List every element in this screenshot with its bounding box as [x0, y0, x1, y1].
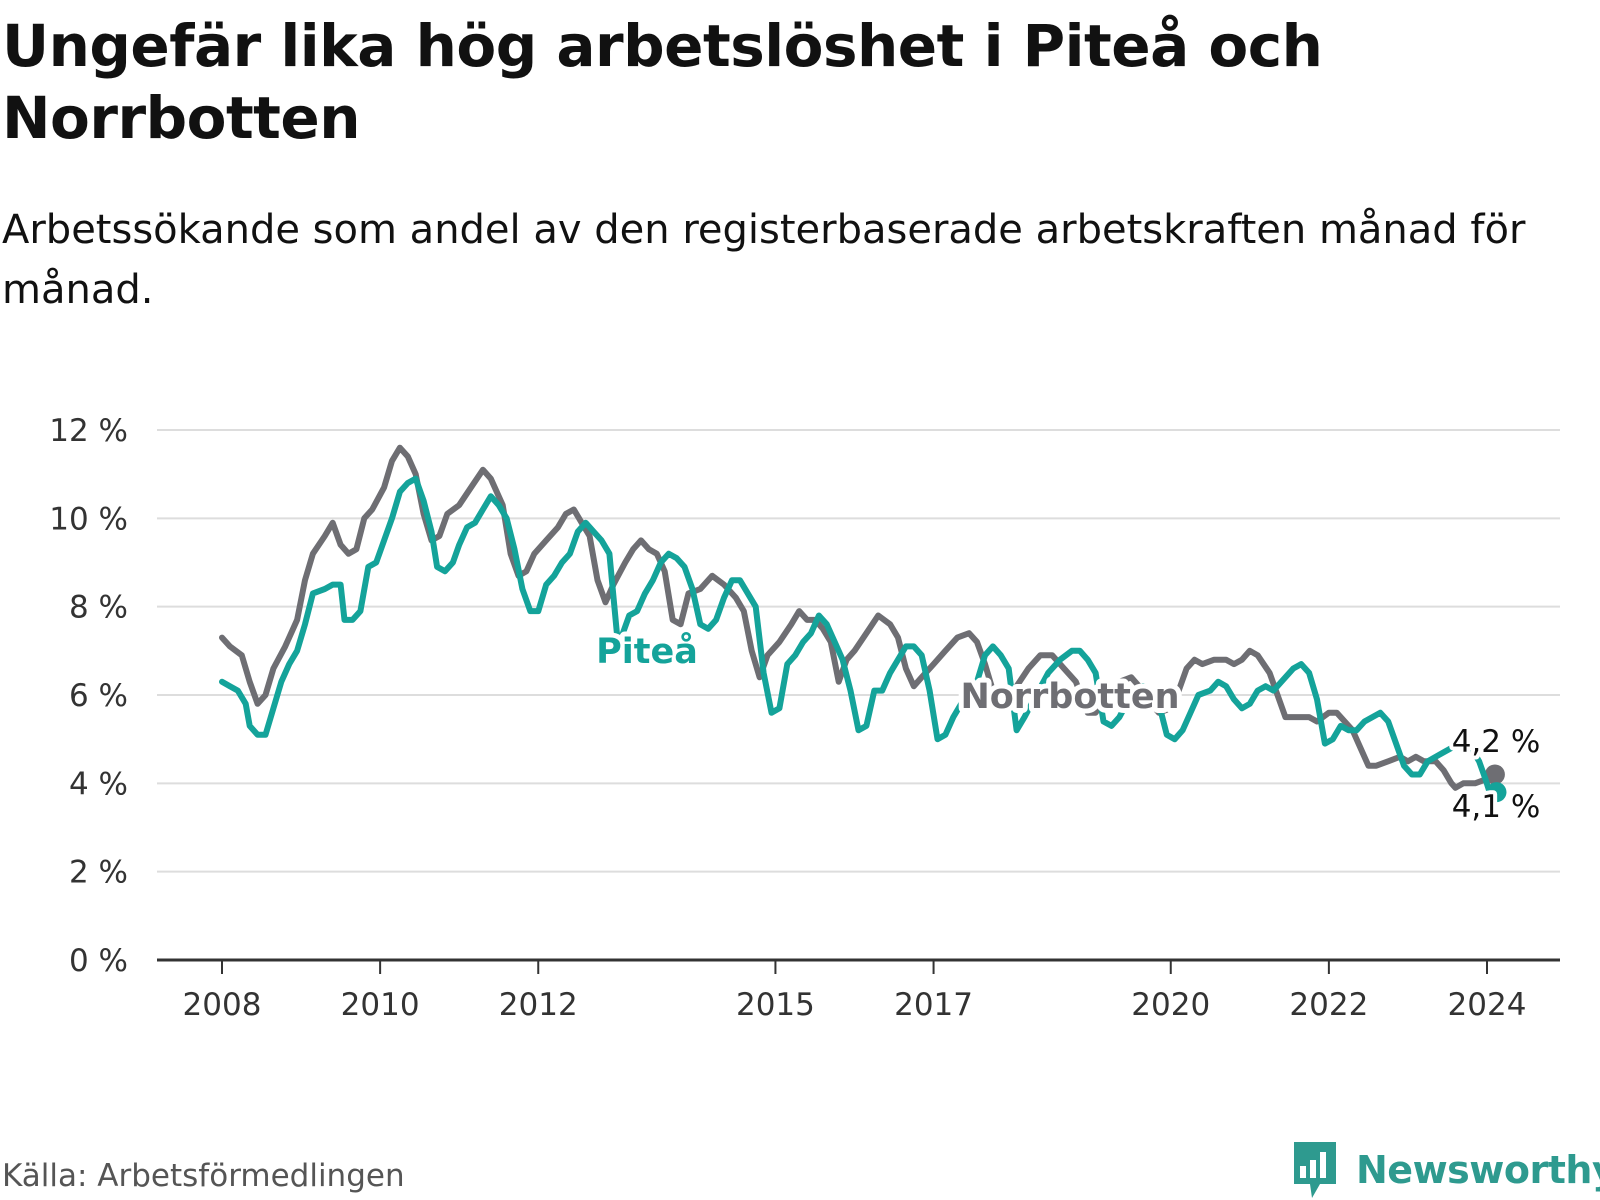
gridlines	[157, 429, 1560, 873]
x-tick-label: 2012	[499, 987, 578, 1023]
x-tick-label: 2020	[1131, 987, 1210, 1023]
y-tick-label: 0 %	[69, 943, 128, 979]
y-tick-label: 2 %	[69, 855, 128, 891]
y-tick-label: 10 %	[49, 501, 128, 537]
y-tick-label: 8 %	[69, 590, 128, 626]
series-label-pitea: Piteå	[596, 631, 698, 672]
chart-subtitle: Arbetssökande som andel av den registerb…	[2, 207, 1526, 313]
chart-title: Ungefär lika hög arbetslöshet i Piteå oc…	[2, 12, 1323, 152]
newsworthy-logo[interactable]: Newsworthy	[1290, 1140, 1600, 1200]
x-tick-label: 2017	[894, 987, 973, 1023]
series-line-norrbotten	[219, 444, 1498, 791]
series-label-norrbotten: Norrbotten	[960, 677, 1179, 717]
y-axis-tick-labels: 0 % 2 % 4 % 6 % 8 % 10 % 12 %	[49, 413, 128, 979]
series-line-pitea	[219, 475, 1500, 800]
end-value-label-pitea: 4,1 %	[1452, 789, 1541, 825]
logo-text: Newsworthy	[1356, 1148, 1600, 1192]
x-tick-label: 2024	[1448, 987, 1527, 1023]
y-tick-label: 6 %	[69, 678, 128, 714]
source-note: Källa: Arbetsförmedlingen	[2, 1158, 405, 1194]
series-labels: Norrbotten 4,2 % Piteå 4,1 %	[591, 626, 1544, 829]
x-tick-label: 2010	[341, 987, 420, 1023]
x-tick-label: 2008	[183, 987, 262, 1023]
x-tick-label: 2022	[1289, 987, 1368, 1023]
y-tick-label: 4 %	[69, 766, 128, 802]
end-point-norrbotten	[1484, 764, 1505, 785]
end-value-label-norrbotten: 4,2 %	[1452, 724, 1541, 760]
end-point-pitea	[1486, 782, 1507, 803]
x-axis: 2008 2010 2012 2015 2017 2020 2022 2024	[157, 958, 1560, 1023]
x-tick-label: 2015	[736, 987, 815, 1023]
bar-chart-bubble-icon	[1294, 1142, 1336, 1198]
y-tick-label: 12 %	[49, 413, 128, 449]
series-lines	[219, 444, 1507, 803]
